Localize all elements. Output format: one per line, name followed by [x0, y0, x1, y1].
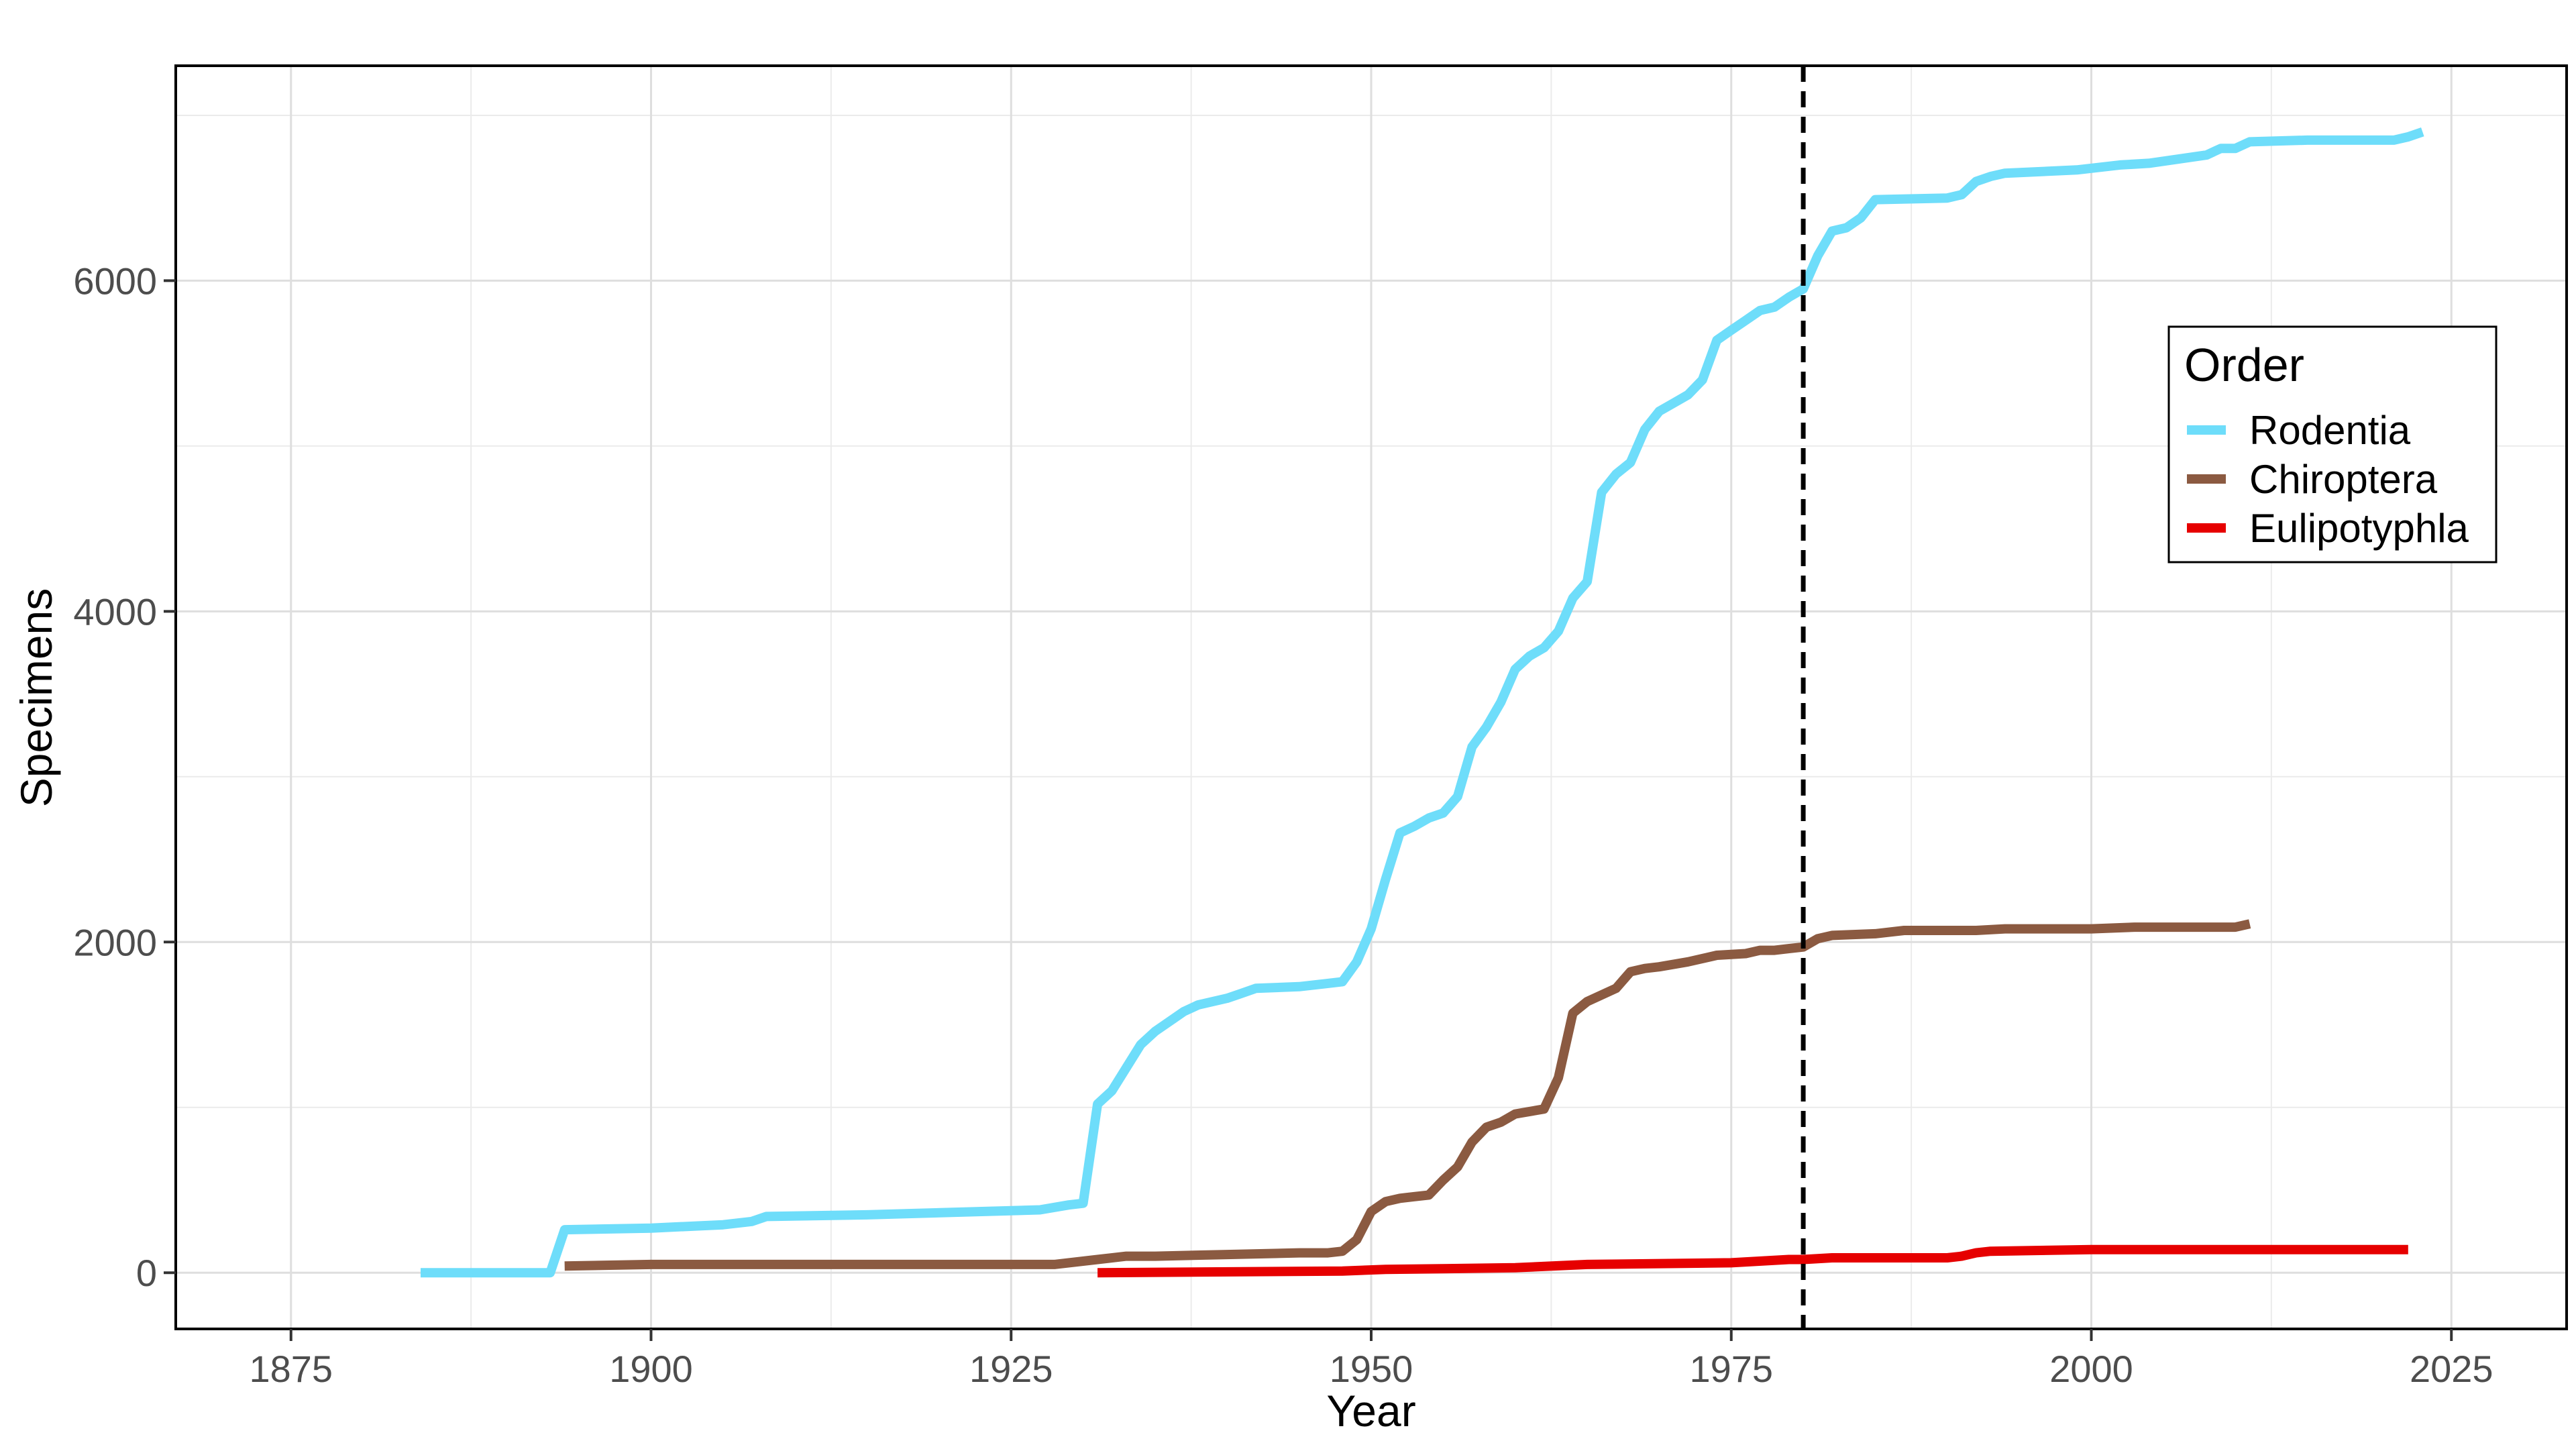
series-line-eulipotyphla: [1097, 1244, 2408, 1278]
x-axis-ticks: 1875 1900 1925 1950 1975 2000 2025: [249, 1329, 2493, 1390]
legend-label-chiroptera: Chiroptera: [2249, 457, 2438, 502]
legend-label-eulipotyphla: Eulipotyphla: [2249, 506, 2469, 551]
legend-box: [2167, 325, 2498, 564]
y-tick-label: 6000: [73, 260, 157, 302]
y-tick-label: 2000: [73, 921, 157, 963]
x-tick-label: 1975: [1689, 1348, 1773, 1390]
x-axis-title: Year: [1326, 1386, 1415, 1436]
series-layer: [421, 127, 2424, 1278]
legend-title: Order: [2184, 339, 2304, 391]
x-tick-label: 2025: [2410, 1348, 2493, 1390]
y-axis-title: Specimens: [11, 588, 61, 808]
major-gridlines: [176, 66, 2567, 1329]
x-tick-label: 1950: [1330, 1348, 1413, 1390]
x-tick-label: 2000: [2049, 1348, 2133, 1390]
x-tick-label: 1900: [609, 1348, 693, 1390]
series-line-rodentia: [421, 127, 2424, 1278]
y-tick-label: 0: [136, 1252, 157, 1294]
x-tick-label: 1875: [249, 1348, 333, 1390]
series-line-chiroptera: [564, 919, 2251, 1271]
x-tick-label: 1925: [969, 1348, 1053, 1390]
legend-label-rodentia: Rodentia: [2249, 408, 2411, 453]
y-tick-label: 4000: [73, 590, 157, 633]
y-axis-ticks: 0 2000 4000 6000: [73, 260, 176, 1294]
